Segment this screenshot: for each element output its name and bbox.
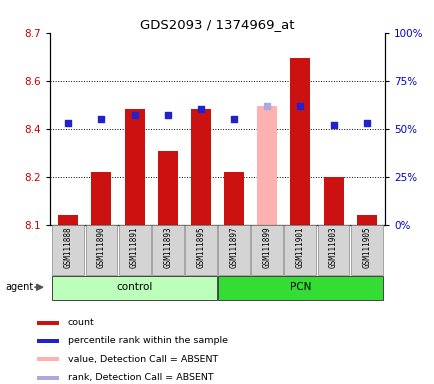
Bar: [37, 357, 59, 361]
Text: GSM111895: GSM111895: [196, 226, 205, 268]
Text: GSM111905: GSM111905: [362, 226, 370, 268]
Text: percentile rank within the sample: percentile rank within the sample: [68, 336, 227, 346]
Bar: [151, 225, 183, 275]
Bar: [256, 106, 276, 225]
Text: rank, Detection Call = ABSENT: rank, Detection Call = ABSENT: [68, 373, 213, 382]
Point: [131, 112, 138, 118]
Text: control: control: [116, 283, 152, 293]
Bar: [37, 339, 59, 343]
Bar: [184, 225, 216, 275]
Point: [164, 112, 171, 118]
Bar: [158, 151, 178, 225]
Title: GDS2093 / 1374969_at: GDS2093 / 1374969_at: [140, 18, 294, 31]
Point: [197, 106, 204, 113]
Bar: [218, 225, 250, 275]
Point: [263, 103, 270, 109]
Text: GSM111893: GSM111893: [163, 226, 172, 268]
Point: [362, 120, 369, 126]
Bar: [356, 215, 376, 225]
Bar: [37, 321, 59, 324]
Point: [296, 103, 303, 109]
Bar: [85, 225, 117, 275]
Text: GSM111897: GSM111897: [229, 226, 238, 268]
Bar: [52, 225, 84, 275]
Bar: [290, 58, 309, 225]
Point: [230, 116, 237, 122]
Point: [65, 120, 72, 126]
Bar: [37, 376, 59, 380]
Bar: [125, 109, 144, 225]
Bar: [91, 172, 111, 225]
Bar: [284, 225, 316, 275]
Bar: [350, 225, 382, 275]
Text: GSM111901: GSM111901: [295, 226, 304, 268]
Point: [98, 116, 105, 122]
Bar: [58, 215, 78, 225]
Text: GSM111899: GSM111899: [262, 226, 271, 268]
Text: count: count: [68, 318, 94, 327]
Text: GSM111891: GSM111891: [130, 226, 139, 268]
Text: GSM111888: GSM111888: [64, 226, 72, 268]
Bar: [317, 225, 349, 275]
Point: [329, 122, 336, 128]
Bar: [224, 172, 243, 225]
Bar: [191, 109, 210, 225]
Bar: [52, 276, 216, 300]
Text: GSM111890: GSM111890: [97, 226, 106, 268]
Bar: [251, 225, 283, 275]
Bar: [118, 225, 150, 275]
Text: GSM111903: GSM111903: [328, 226, 337, 268]
Bar: [323, 177, 343, 225]
Text: value, Detection Call = ABSENT: value, Detection Call = ABSENT: [68, 355, 217, 364]
Text: agent: agent: [6, 282, 34, 292]
Bar: [218, 276, 382, 300]
Text: PCN: PCN: [289, 283, 310, 293]
